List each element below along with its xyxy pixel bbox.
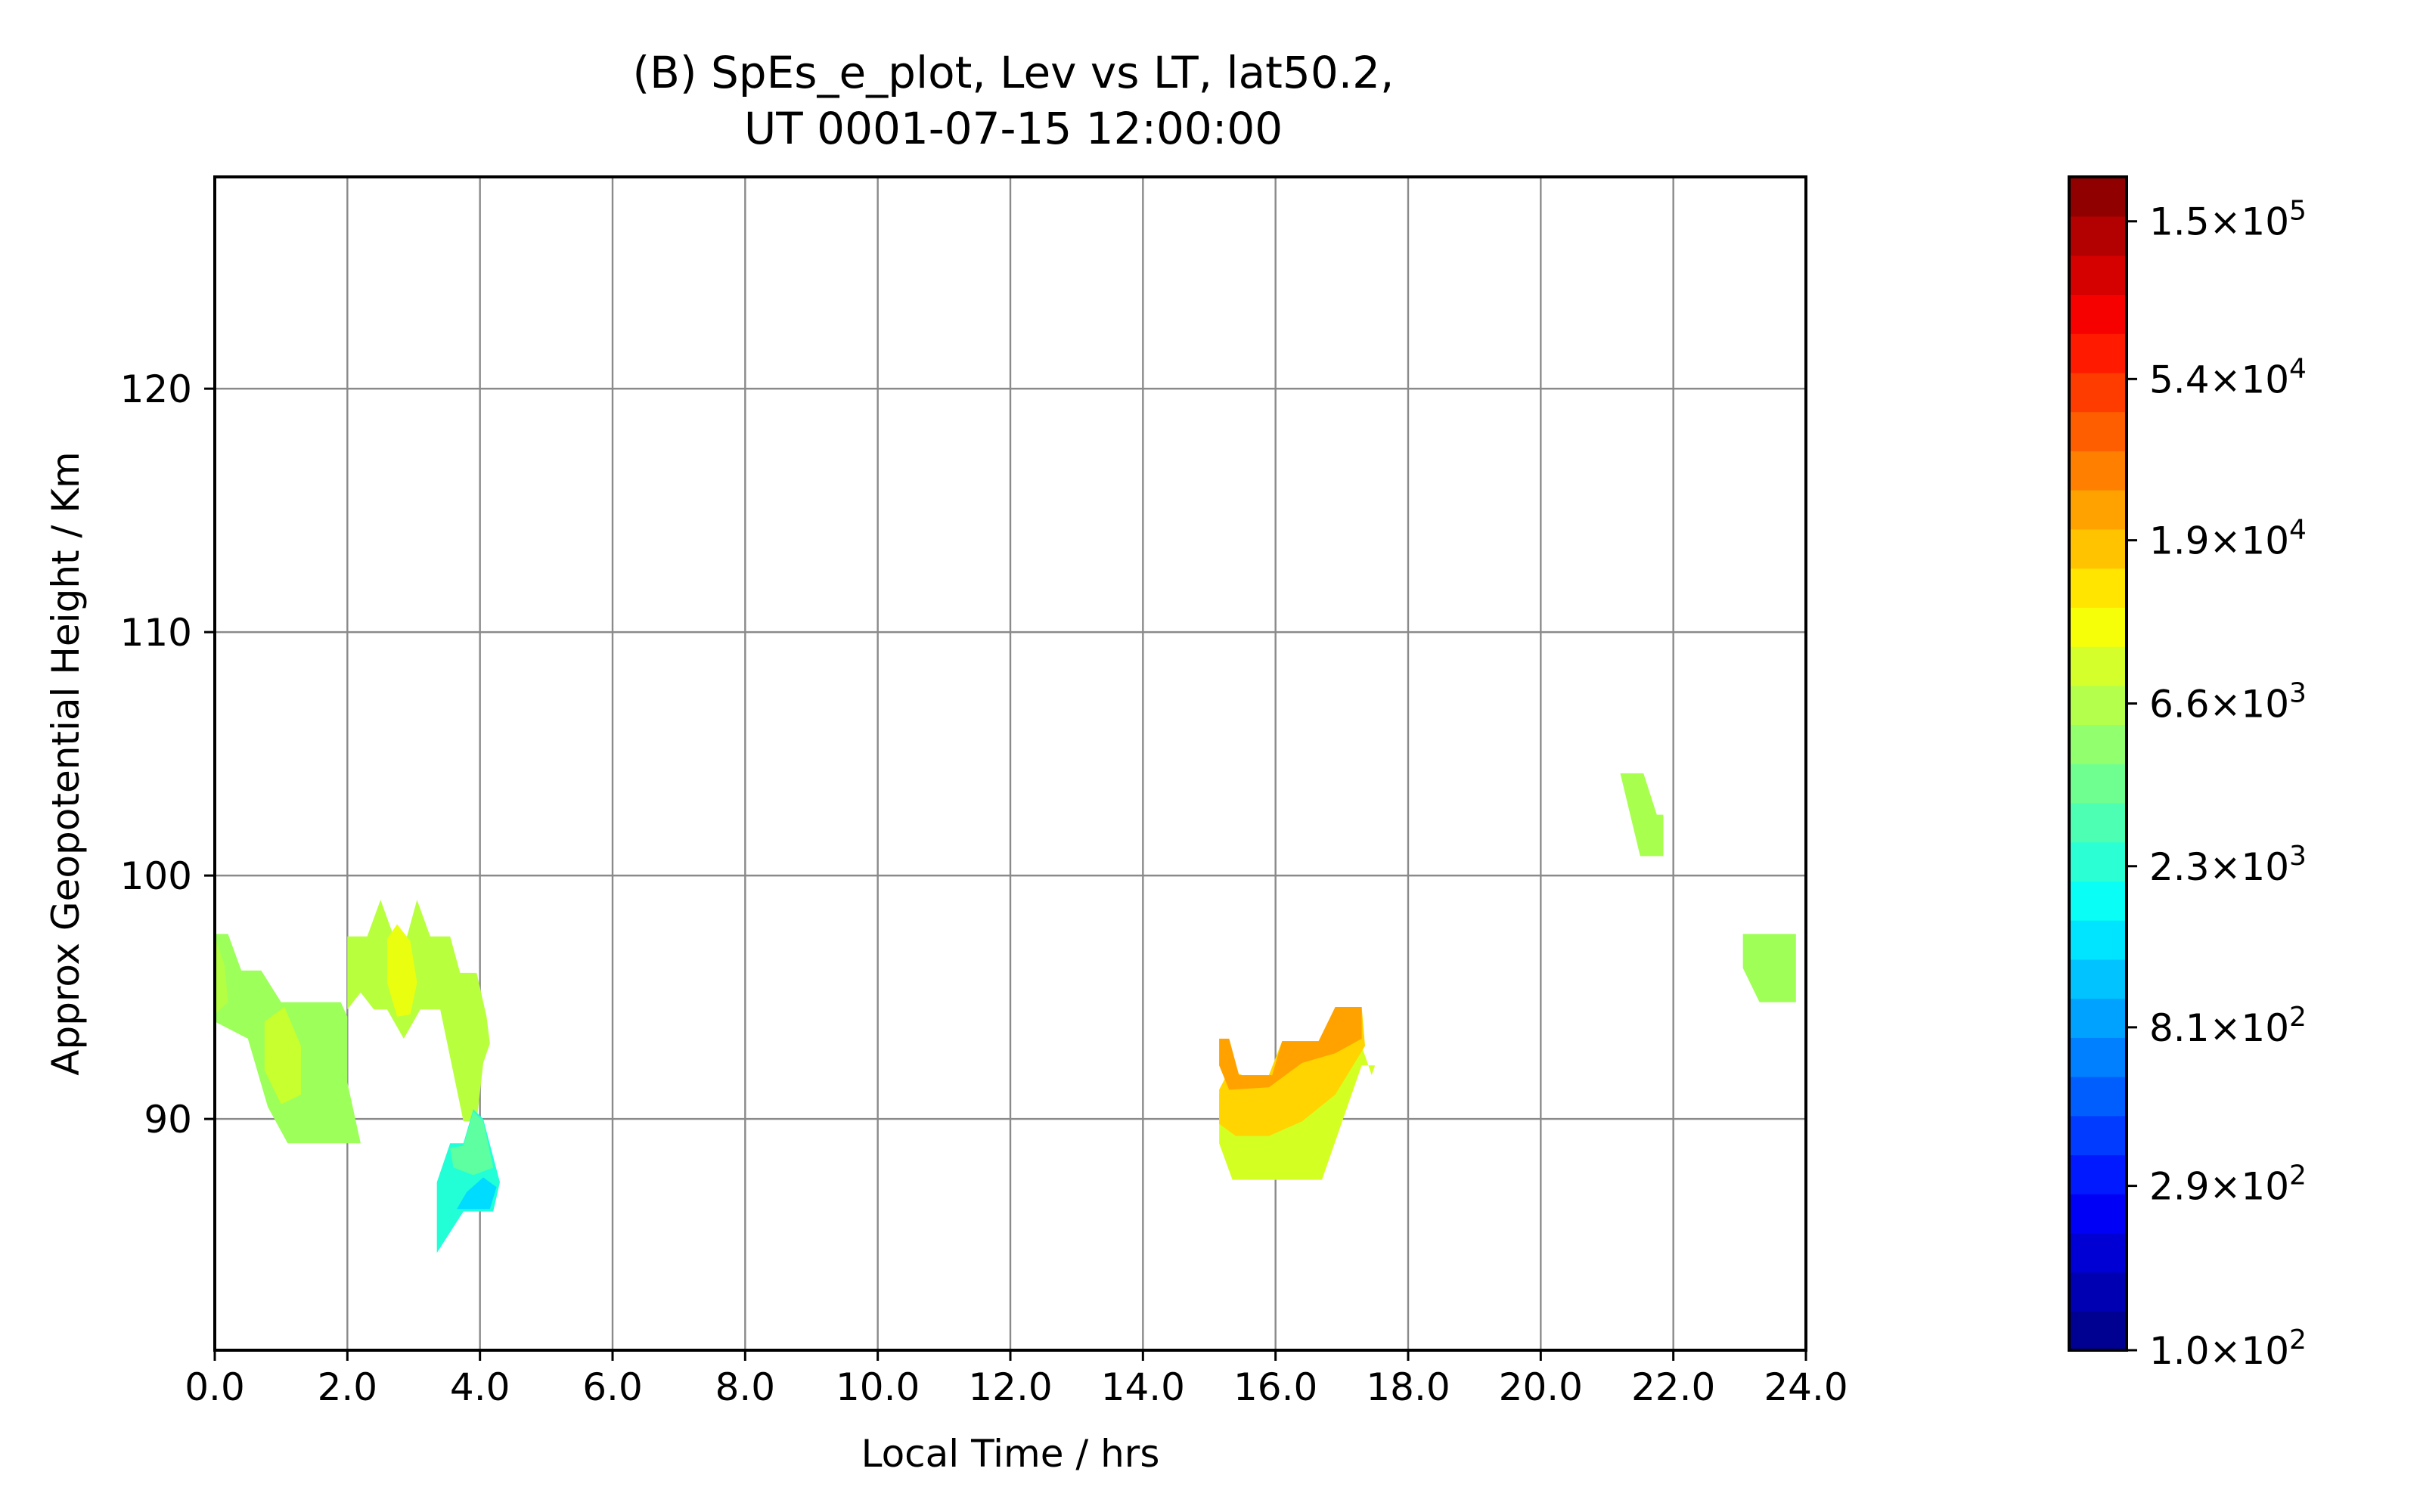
colorbar-level — [2069, 177, 2127, 217]
x-tick-label: 6.0 — [582, 1365, 643, 1409]
x-tick-label: 22.0 — [1631, 1365, 1715, 1409]
colorbar-tick-label: 2.9×102 — [2149, 1160, 2307, 1209]
chart-title-line1: (B) SpEs_e_plot, Lev vs LT, lat50.2, — [632, 47, 1394, 98]
x-axis-ticks: 0.0 2.0 4.0 6.0 8.0 10.0 12.0 14.0 16.0 18.0 20.0 2… — [185, 1350, 1848, 1409]
colorbar-level — [2069, 568, 2127, 608]
colorbar-tick-label: 5.4×104 — [2149, 353, 2307, 401]
colorbar-level — [2069, 451, 2127, 491]
colorbar-level — [2069, 841, 2127, 881]
colorbar-level — [2069, 1194, 2127, 1234]
y-tick-label: 100 — [120, 854, 192, 898]
x-tick-label: 14.0 — [1101, 1365, 1185, 1409]
colorbar-tick-label: 2.3×103 — [2149, 841, 2307, 889]
contour-regions — [215, 773, 1796, 1253]
contour-patch-3.5-4.3h-blue — [457, 1177, 497, 1210]
x-axis-label: Local Time / hrs — [861, 1432, 1160, 1476]
colorbar-level — [2069, 646, 2127, 686]
contour-patch-2-4h-outer — [347, 900, 490, 1122]
contour-patch-3.5-4.3h-green — [450, 1111, 494, 1176]
colorbar-tick-label: 1.5×105 — [2149, 196, 2307, 244]
chart-title-line2: UT 0001-07-15 12:00:00 — [744, 103, 1283, 154]
x-tick-label: 2.0 — [318, 1365, 378, 1409]
colorbar-level — [2069, 215, 2127, 256]
x-tick-label: 12.0 — [968, 1365, 1052, 1409]
colorbar-tick-label: 6.6×103 — [2149, 678, 2307, 727]
colorbar — [2069, 177, 2127, 1351]
colorbar-level — [2069, 607, 2127, 647]
colorbar-level — [2069, 372, 2127, 413]
colorbar-level — [2069, 1311, 2127, 1351]
contour-patch-0-2h-inner — [264, 1007, 301, 1105]
colorbar-level — [2069, 489, 2127, 530]
colorbar-level — [2069, 881, 2127, 921]
colorbar-level — [2069, 255, 2127, 295]
colorbar-level — [2069, 685, 2127, 726]
contour-patch-23-24h — [1742, 934, 1796, 1002]
colorbar-tick-label: 1.0×102 — [2149, 1325, 2307, 1373]
colorbar-level — [2069, 724, 2127, 764]
colorbar-level — [2069, 411, 2127, 451]
colorbar-level — [2069, 1037, 2127, 1077]
colorbar-level — [2069, 802, 2127, 843]
colorbar-tick-label: 8.1×102 — [2149, 1002, 2307, 1050]
colorbar-level — [2069, 919, 2127, 960]
colorbar-level — [2069, 959, 2127, 999]
colorbar-level — [2069, 294, 2127, 334]
contour-patch-21-22h — [1620, 773, 1664, 857]
colorbar-level — [2069, 333, 2127, 373]
y-tick-label: 110 — [120, 611, 192, 655]
colorbar-level — [2069, 998, 2127, 1038]
x-tick-label: 4.0 — [450, 1365, 510, 1409]
x-tick-label: 0.0 — [185, 1365, 245, 1409]
colorbar-level — [2069, 1232, 2127, 1273]
colorbar-tick-label: 1.9×104 — [2149, 515, 2307, 563]
contour-patch-15-17h-orange-core — [1219, 1007, 1362, 1090]
x-tick-label: 10.0 — [836, 1365, 920, 1409]
x-tick-label: 24.0 — [1764, 1365, 1848, 1409]
colorbar-frame — [2068, 175, 2128, 1352]
colorbar-ticks: 1.0×102 2.9×102 8.1×102 2.3×103 6.6×103 1.9×1… — [2127, 196, 2307, 1373]
colorbar-level — [2069, 1272, 2127, 1312]
colorbar-level — [2069, 764, 2127, 804]
contour-patch-2-4h-core — [386, 924, 417, 1017]
x-tick-label: 16.0 — [1233, 1365, 1317, 1409]
y-tick-label: 90 — [144, 1098, 192, 1142]
y-axis-ticks: 90 100 110 120 — [120, 367, 215, 1142]
contour-patch-0-2h-left — [215, 936, 228, 1015]
x-tick-label: 20.0 — [1499, 1365, 1583, 1409]
x-tick-label: 18.0 — [1366, 1365, 1450, 1409]
y-axis-label: Approx Geopotential Height / Km — [44, 451, 88, 1076]
colorbar-level — [2069, 1076, 2127, 1117]
colorbar-level — [2069, 528, 2127, 569]
y-tick-label: 120 — [120, 367, 192, 411]
colorbar-level — [2069, 1154, 2127, 1194]
x-tick-label: 8.0 — [715, 1365, 776, 1409]
colorbar-level — [2069, 1115, 2127, 1156]
